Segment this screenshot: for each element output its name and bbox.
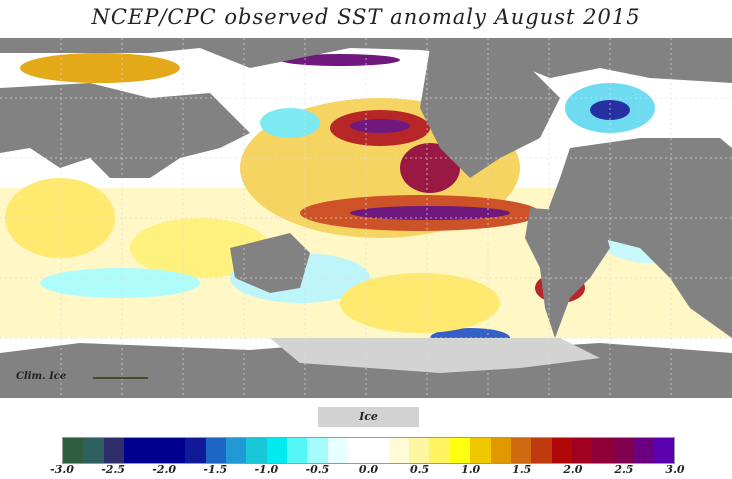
colorbar-tick-label: 1.0: [461, 463, 481, 476]
colorbar-tick-label: 3.0: [665, 463, 685, 476]
colorbar-segment: [510, 438, 532, 463]
colorbar-segment: [246, 438, 267, 463]
colorbar-segment: [185, 438, 206, 463]
colorbar-segment: [124, 438, 145, 463]
colorbar-segment: [103, 438, 125, 463]
colorbar-segment: [144, 438, 165, 463]
colorbar-segment: [327, 438, 349, 463]
grid-lines: [0, 38, 732, 398]
colorbar-segment: [490, 438, 511, 463]
colorbar-ticks: -3.0 -2.5 -2.0 -1.5 -1.0 -0.5 0.0 0.5 1.0 1.5 2.0 2…: [40, 463, 700, 479]
colorbar-segment: [470, 438, 491, 463]
colorbar-segment: [266, 438, 287, 463]
map-title: NCEP/CPC observed SST anomaly August 201…: [91, 5, 641, 29]
colorbar-segment: [612, 438, 634, 463]
colorbar-segment: [592, 438, 613, 463]
sst-anomaly-map: [0, 38, 732, 398]
clim-ice-label: Clim. Ice: [16, 371, 67, 382]
colorbar-tick-label: 0.5: [410, 463, 430, 476]
colorbar-tick-label: -2.5: [101, 463, 125, 476]
colorbar-segment: [531, 438, 552, 463]
colorbar-segment: [449, 438, 471, 463]
colorbar-segment: [205, 438, 226, 463]
colorbar-segment: [164, 438, 186, 463]
colorbar-tick-label: 2.5: [614, 463, 634, 476]
colorbar-tick-label: -1.0: [254, 463, 279, 476]
colorbar-tick-label: 1.5: [512, 463, 532, 476]
colorbar-tick-label: -1.5: [203, 463, 228, 476]
clim-ice-line: [93, 377, 148, 379]
colorbar-segment: [388, 438, 410, 463]
colorbar-segment: [429, 438, 450, 463]
antarctic-ice: [270, 338, 600, 373]
colorbar-tick-label: -3.0: [50, 463, 74, 476]
colorbar-segment: [633, 438, 654, 463]
colorbar-segment: [368, 438, 389, 463]
colorbar-tick-label: 2.0: [563, 463, 583, 476]
colorbar-segment: [225, 438, 247, 463]
colorbar-segment: [83, 438, 104, 463]
colorbar-segment: [409, 438, 430, 463]
colorbar-tick-label: 0.0: [358, 463, 379, 476]
colorbar-segment: [571, 438, 593, 463]
colorbar-tick-label: -0.5: [305, 463, 330, 476]
colorbar-segment: [653, 438, 674, 463]
colorbar-segment: [348, 438, 369, 463]
colorbar-segment: [551, 438, 572, 463]
colorbar-tick-label: -2.0: [152, 463, 176, 476]
colorbar: [62, 437, 675, 464]
colorbar-segment: [286, 438, 308, 463]
colorbar-segment: [307, 438, 328, 463]
colorbar-segment: [63, 438, 84, 463]
ice-legend-box: Ice: [318, 407, 419, 427]
